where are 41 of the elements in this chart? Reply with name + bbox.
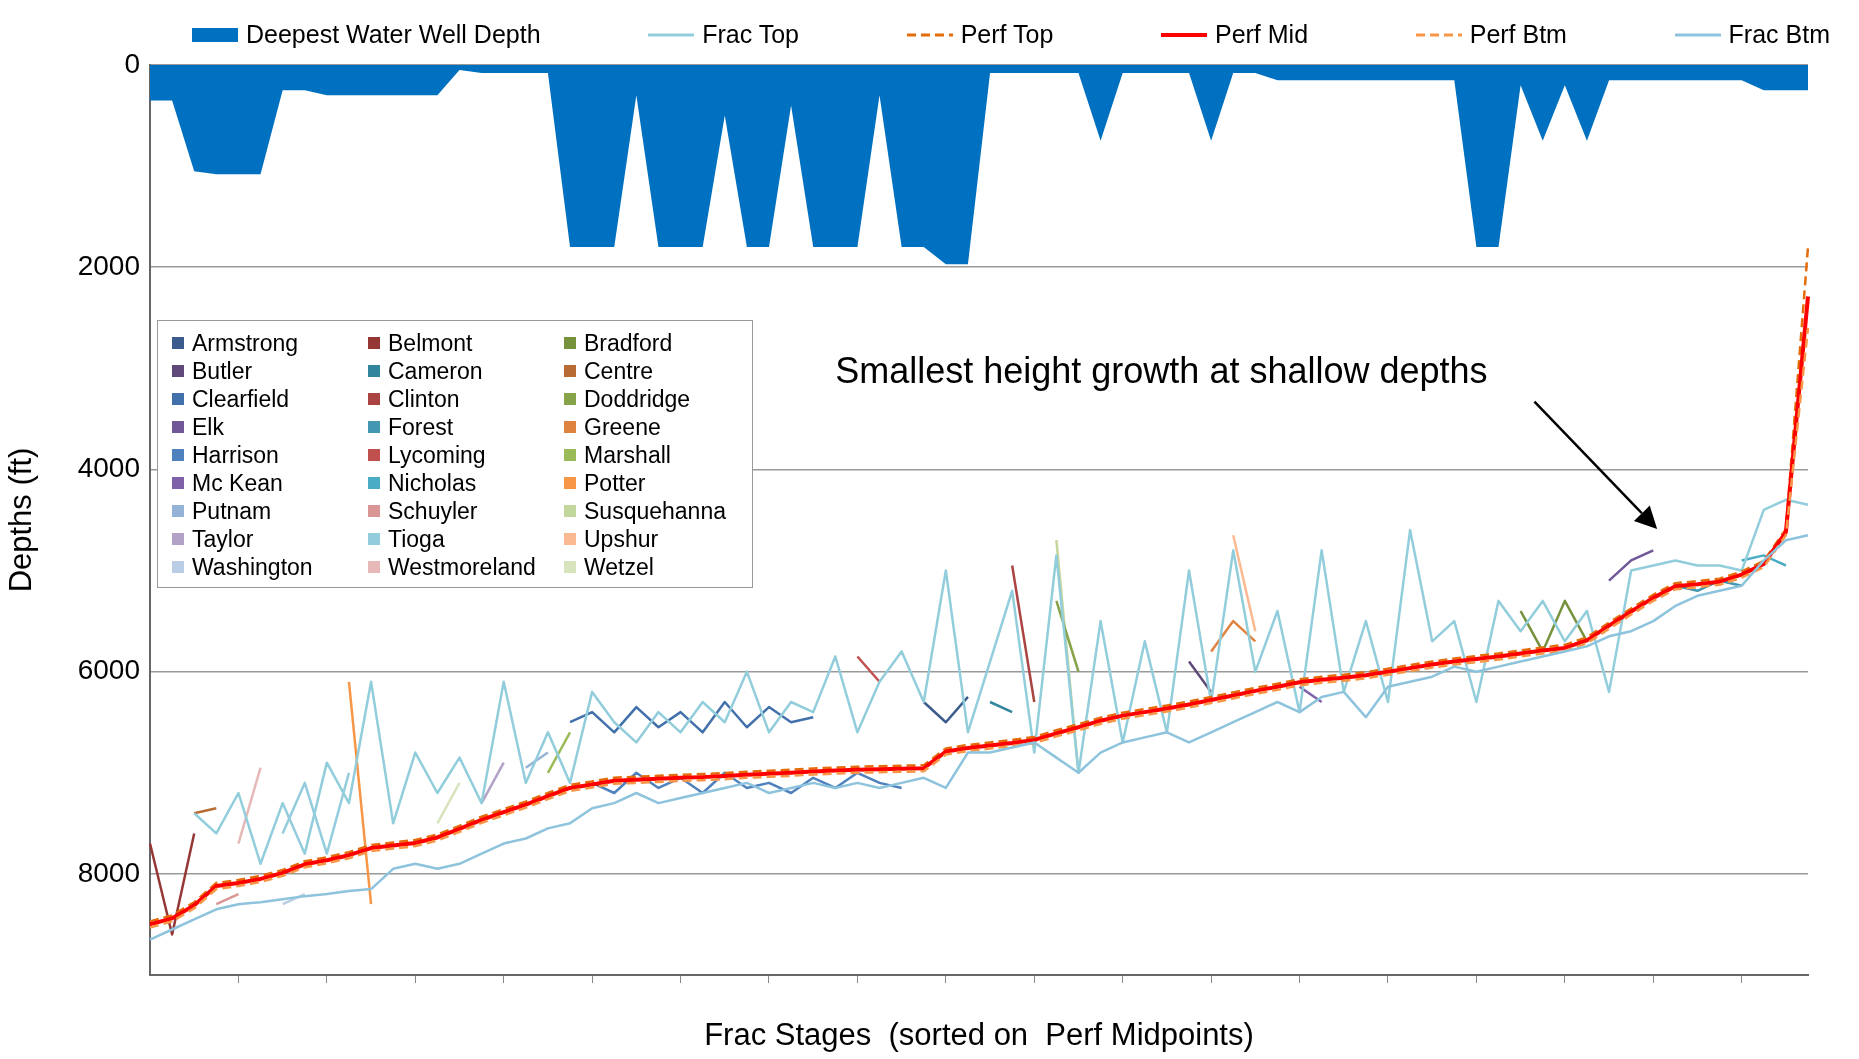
legend-label: Frac Top: [702, 20, 800, 49]
x-axis-title: Frac Stages (sorted on Perf Midpoints): [704, 1016, 1254, 1052]
legend-label: Frac Btm: [1728, 20, 1830, 49]
legend-label: Perf Btm: [1469, 20, 1567, 49]
legend-label: Doddridge: [584, 385, 691, 413]
legend-label: Centre: [584, 357, 654, 385]
annotation: Smallest height growth at shallow depths: [835, 350, 1488, 392]
legend-label: Tioga: [388, 525, 445, 553]
y-tick-label: 2000: [77, 249, 140, 281]
legend-label: Susquehanna: [584, 497, 726, 525]
legend-label: Upshur: [584, 525, 659, 553]
legend-label: Perf Mid: [1214, 20, 1309, 49]
legend-label: Harrison: [192, 441, 279, 469]
y-tick-label: 6000: [77, 654, 140, 686]
legend-label: Westmoreland: [388, 553, 536, 581]
legend-label: Cameron: [388, 357, 483, 385]
legend-label: Putnam: [192, 497, 272, 525]
y-axis-title: Depths (ft): [3, 447, 39, 593]
legend-label: Clearfield: [192, 385, 290, 413]
legend-label: Potter: [584, 469, 646, 497]
y-tick-label: 4000: [77, 452, 140, 484]
legend-label: Elk: [192, 413, 224, 441]
legend-label: Greene: [584, 413, 661, 441]
legend-label: Nicholas: [388, 469, 477, 497]
legend-label: Butler: [192, 357, 253, 385]
legend-label: Deepest Water Well Depth: [246, 20, 541, 49]
legend-label: Taylor: [192, 525, 254, 553]
y-tick-label: 8000: [77, 856, 140, 888]
legend-label: Marshall: [584, 441, 671, 469]
legend-label: Lycoming: [388, 441, 486, 469]
legend-label: Clinton: [388, 385, 460, 413]
legend-label: Washington: [192, 553, 313, 581]
legend-label: Armstrong: [192, 329, 299, 357]
legend-label: Schuyler: [388, 497, 478, 525]
y-tick-label: 0: [124, 47, 140, 79]
legend-label: Bradford: [584, 329, 673, 357]
legend-label: Wetzel: [584, 553, 654, 581]
legend-label: Perf Top: [960, 20, 1054, 49]
legend-label: Forest: [388, 413, 454, 441]
legend-label: Mc Kean: [192, 469, 283, 497]
legend-label: Belmont: [388, 329, 473, 357]
